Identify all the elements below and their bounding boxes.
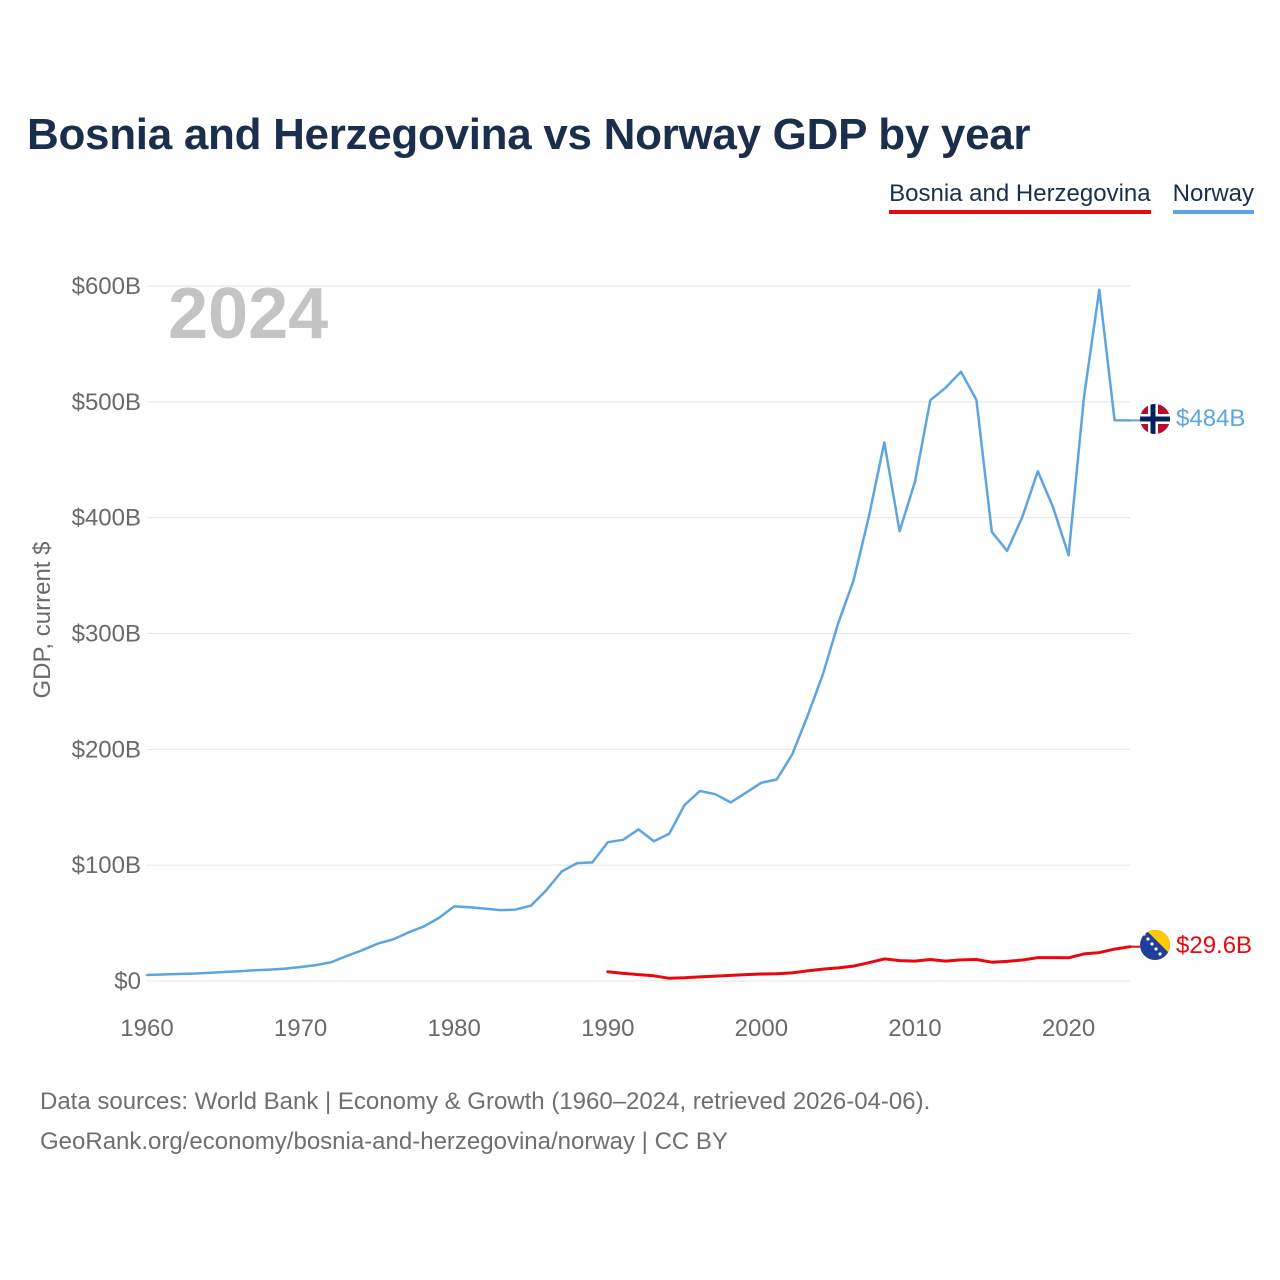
y-tick-label: $400B <box>72 505 141 532</box>
chart-title: Bosnia and Herzegovina vs Norway GDP by … <box>27 110 1031 159</box>
y-tick-label: $500B <box>72 389 141 416</box>
y-axis-ticks: $0 $100B $200B $300B $400B $500B $600B <box>72 273 141 995</box>
x-axis-ticks: 1960 1970 1980 1990 2000 2010 2020 <box>120 1015 1095 1042</box>
x-tick-label: 1960 <box>120 1015 173 1042</box>
y-axis-label: GDP, current $ <box>29 542 56 699</box>
series-line-norway <box>145 288 1132 977</box>
bosnia-flag-icon <box>1140 930 1170 960</box>
y-tick-label: $600B <box>72 273 141 300</box>
series-lines <box>145 288 1140 980</box>
bosnia-end-label: $29.6B <box>1176 932 1252 959</box>
x-tick-label: 2020 <box>1042 1015 1095 1042</box>
grid-lines <box>147 285 1130 982</box>
y-tick-label: $0 <box>114 968 141 995</box>
year-watermark: 2024 <box>168 274 328 354</box>
legend-item-norway[interactable]: Norway <box>1172 180 1254 214</box>
series-line-bosnia-and-herzegovina <box>606 945 1132 980</box>
norway-flag-icon <box>1140 404 1170 434</box>
source-url-text: GeoRank.org/economy/bosnia-and-herzegovi… <box>40 1128 728 1155</box>
y-tick-label: $300B <box>72 621 141 648</box>
y-tick-label: $200B <box>72 736 141 763</box>
x-tick-label: 1990 <box>581 1015 634 1042</box>
x-tick-label: 2010 <box>888 1015 941 1042</box>
x-tick-label: 1970 <box>274 1015 327 1042</box>
x-tick-label: 1980 <box>427 1015 480 1042</box>
norway-end-label: $484B <box>1176 405 1245 432</box>
end-markers: $484B $29.6B <box>1140 404 1252 960</box>
x-tick-label: 2000 <box>735 1015 788 1042</box>
footer: Data sources: World Bank | Economy & Gro… <box>40 1082 930 1162</box>
legend-item-bosnia[interactable]: Bosnia and Herzegovina <box>889 180 1151 214</box>
legend: Bosnia and Herzegovina Norway <box>889 180 1254 214</box>
data-sources-text: Data sources: World Bank | Economy & Gro… <box>40 1088 931 1115</box>
y-tick-label: $100B <box>72 852 141 879</box>
